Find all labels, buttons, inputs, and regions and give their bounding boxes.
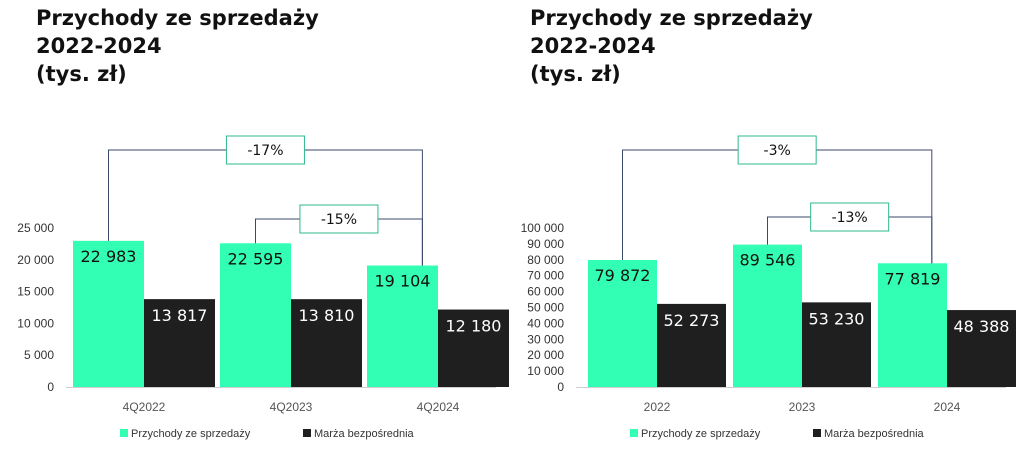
margin-data-label: 48 388 (954, 317, 1010, 336)
y-tick-label: 50 000 (527, 301, 564, 315)
y-tick-label: 40 000 (527, 316, 564, 330)
revenue-bar (220, 243, 291, 387)
margin-bar (144, 299, 215, 387)
y-tick-label: 30 000 (527, 332, 564, 346)
margin-bar (438, 309, 509, 387)
legend-label: Przychody ze sprzedaży (641, 428, 761, 440)
y-tick-label: 20 000 (527, 348, 564, 362)
revenue-data-label: 89 546 (740, 251, 796, 270)
chart-title-line: Przychody ze sprzedaży (36, 6, 319, 30)
change-box (810, 202, 890, 232)
legend-swatch (813, 429, 821, 437)
change-label: -3% (764, 143, 791, 159)
revenue-data-label: 77 819 (885, 269, 941, 288)
change-label: -17% (247, 143, 283, 159)
revenue-bar (878, 263, 947, 387)
y-tick-label: 0 (557, 380, 564, 394)
change-box (299, 204, 379, 234)
chart-title: Przychody ze sprzedaży 2022-2024 (tys. z… (530, 4, 813, 88)
chart-title-line: 2022-2024 (36, 34, 162, 58)
revenue-bar (73, 240, 144, 387)
y-tick-label: 90 000 (527, 237, 564, 251)
margin-bar (291, 299, 362, 387)
revenue-data-label: 22 983 (81, 247, 137, 266)
revenue-bar (588, 260, 657, 387)
margin-data-label: 12 180 (446, 317, 502, 336)
y-tick-label: 15 000 (17, 285, 54, 299)
margin-bar (657, 303, 726, 387)
bar-chart: 0 5 000 10 000 15 000 20 000 25 000 22 983 13 8… (17, 135, 509, 440)
revenue-data-label: 19 104 (375, 271, 431, 290)
y-tick-label: 60 000 (527, 285, 564, 299)
chart-title: Przychody ze sprzedaży 2022-2024 (tys. z… (36, 4, 319, 88)
revenue-bar (367, 265, 438, 387)
y-tick-label: 70 000 (527, 269, 564, 283)
margin-bar (947, 310, 1016, 387)
chart-panel-right: Przychody ze sprzedaży 2022-2024 (tys. z… (512, 0, 1024, 456)
legend-label: Marża bezpośrednia (314, 428, 415, 440)
legend-label: Marża bezpośrednia (824, 428, 925, 440)
revenue-data-label: 22 595 (228, 249, 284, 268)
margin-data-label: 52 273 (664, 311, 720, 330)
legend-label: Przychody ze sprzedaży (131, 428, 251, 440)
chart-panel-left: Przychody ze sprzedaży 2022-2024 (tys. z… (17, 4, 509, 440)
change-box (225, 135, 305, 165)
chart-title-line: Przychody ze sprzedaży (530, 6, 813, 30)
legend-swatch (303, 429, 311, 437)
y-tick-label: 10 000 (17, 316, 54, 330)
revenue-bar (733, 244, 802, 387)
x-category-label: 4Q2024 (417, 400, 460, 414)
y-tick-label: 0 (47, 380, 54, 394)
revenue-data-label: 79 872 (595, 266, 651, 285)
chart-title-line: (tys. zł) (530, 62, 621, 86)
margin-bar (802, 302, 871, 387)
x-category-label: 2024 (934, 400, 961, 414)
margin-data-label: 53 230 (809, 309, 865, 328)
y-tick-label: 5 000 (24, 348, 54, 362)
change-label: -13% (832, 210, 868, 226)
change-label: -15% (321, 212, 357, 228)
chart-title-line: (tys. zł) (36, 62, 127, 86)
x-category-label: 2023 (789, 400, 816, 414)
change-box (737, 135, 817, 165)
y-tick-label: 10 000 (527, 364, 564, 378)
y-tick-label: 100 000 (521, 221, 565, 235)
y-tick-label: 80 000 (527, 253, 564, 267)
plot-area: 0 5 000 10 000 15 000 20 000 25 000 22 983 13 8… (17, 135, 509, 440)
x-category-label: 4Q2023 (270, 400, 313, 414)
margin-data-label: 13 817 (152, 306, 208, 325)
y-tick-label: 25 000 (17, 221, 54, 235)
x-category-label: 4Q2022 (123, 400, 166, 414)
y-tick-label: 20 000 (17, 253, 54, 267)
legend-swatch (120, 429, 128, 437)
x-category-label: 2022 (644, 400, 671, 414)
chart-title-line: 2022-2024 (530, 34, 656, 58)
margin-data-label: 13 810 (299, 306, 355, 325)
legend-swatch (630, 429, 638, 437)
